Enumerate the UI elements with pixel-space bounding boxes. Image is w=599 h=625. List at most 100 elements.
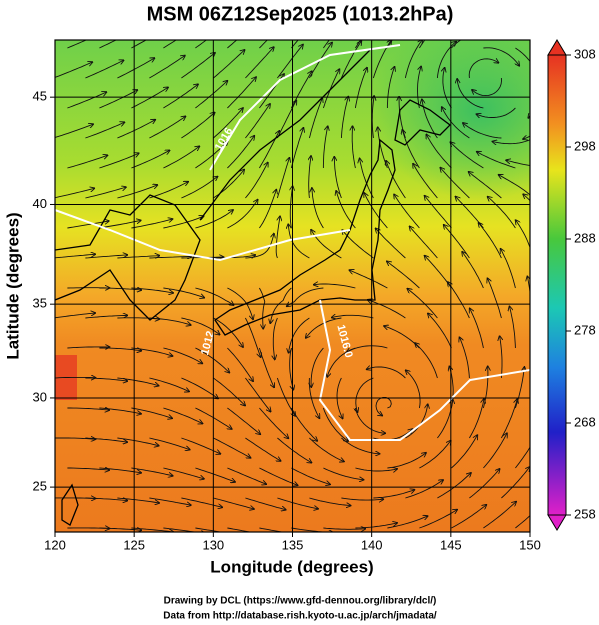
streamline: [415, 343, 438, 379]
streamline: [386, 67, 394, 108]
streamline: [523, 194, 530, 202]
colorbar-scale: [547, 54, 567, 516]
streamline: [493, 139, 530, 144]
streamline: [195, 467, 235, 482]
streamline: [55, 124, 93, 138]
streamline: [322, 69, 339, 109]
colorbar-ticks: 258 268 278 288 298 308: [566, 46, 596, 521]
streamline: [213, 317, 243, 347]
streamline: [131, 347, 172, 356]
streamline: [227, 77, 256, 109]
streamline: [195, 210, 233, 229]
streamline: [85, 498, 127, 501]
streamline: [55, 377, 95, 378]
streamline: [85, 437, 127, 442]
streamline: [428, 313, 452, 349]
streamline: [227, 347, 253, 381]
streamline: [469, 172, 502, 199]
graticule: [55, 40, 530, 532]
streamline: [55, 438, 95, 439]
x-tick-label: 120: [44, 537, 66, 552]
streamline: [117, 437, 158, 446]
streamline: [117, 377, 158, 386]
streamline: [195, 287, 233, 305]
streamline: [323, 528, 365, 529]
streamline: [527, 277, 530, 297]
streamline: [163, 467, 204, 479]
streamline: [410, 227, 438, 259]
streamline: [149, 116, 185, 139]
credit: Data from http://database.rish.kyoto-u.a…: [163, 611, 437, 622]
streamline: [275, 216, 280, 259]
streamline: [117, 120, 155, 139]
streamline: [483, 47, 519, 66]
streamline: [85, 315, 127, 319]
streamline: [387, 453, 426, 469]
streamline: [195, 81, 227, 109]
streamline: [163, 40, 177, 49]
streamline: [372, 96, 374, 139]
streamline: [245, 497, 285, 510]
streamline: [67, 92, 106, 109]
streamline: [213, 255, 255, 258]
streamline: [312, 188, 324, 229]
streamline: [213, 437, 250, 458]
streamline: [500, 336, 502, 379]
streamline: [181, 377, 218, 398]
coastline: [214, 138, 396, 336]
streamline: [85, 187, 126, 199]
streamline: [149, 437, 189, 450]
streamline: [450, 142, 484, 169]
streamline: [387, 261, 420, 289]
streamline: [340, 97, 348, 139]
x-tick-label: 135: [282, 537, 304, 552]
streamline: [451, 435, 477, 469]
streamline: [462, 252, 484, 289]
streamline: [55, 254, 95, 259]
streamline: [506, 160, 530, 166]
streamline: [291, 467, 330, 484]
y-tick-label: 45: [33, 89, 47, 104]
streamline: [277, 45, 303, 79]
streamline: [290, 186, 292, 229]
streamline: [322, 126, 327, 168]
streamline: [314, 284, 356, 289]
colorbar-extend-bottom: [547, 514, 567, 531]
streamline: [387, 516, 427, 529]
streamline: [85, 255, 127, 259]
streamline: [259, 467, 297, 485]
streamline: [277, 497, 318, 509]
streamline: [440, 168, 470, 199]
streamline: [501, 467, 530, 499]
streamline: [273, 317, 278, 359]
streamline: [55, 188, 94, 199]
streamline: [67, 155, 107, 169]
streamline: [515, 515, 530, 529]
streamline: [426, 135, 452, 169]
streamline: [149, 256, 191, 258]
streamline: [195, 141, 227, 169]
y-axis-label: Latitude (degrees): [3, 212, 22, 359]
streamline: [368, 300, 406, 319]
streamline: [413, 164, 438, 199]
colorbar-tick-label: 278: [574, 322, 596, 337]
coastline: [55, 194, 201, 321]
streamline: [67, 40, 88, 49]
streamline: [85, 122, 124, 139]
streamline: [99, 153, 138, 169]
streamline: [67, 468, 109, 470]
streamline: [227, 407, 260, 434]
y-tick-label: 35: [33, 296, 47, 311]
streamline: [373, 490, 414, 499]
streamline: [336, 191, 356, 229]
map: 1016 1012 1016.0: [55, 40, 530, 532]
streamline: [501, 249, 516, 289]
streamline: [477, 152, 516, 169]
streamline: [291, 40, 299, 49]
streamline: [472, 77, 502, 97]
streamline: [131, 407, 172, 418]
coastline: [199, 49, 371, 221]
streamline: [470, 309, 484, 349]
streamline: [131, 150, 169, 169]
streamline: [322, 407, 348, 441]
